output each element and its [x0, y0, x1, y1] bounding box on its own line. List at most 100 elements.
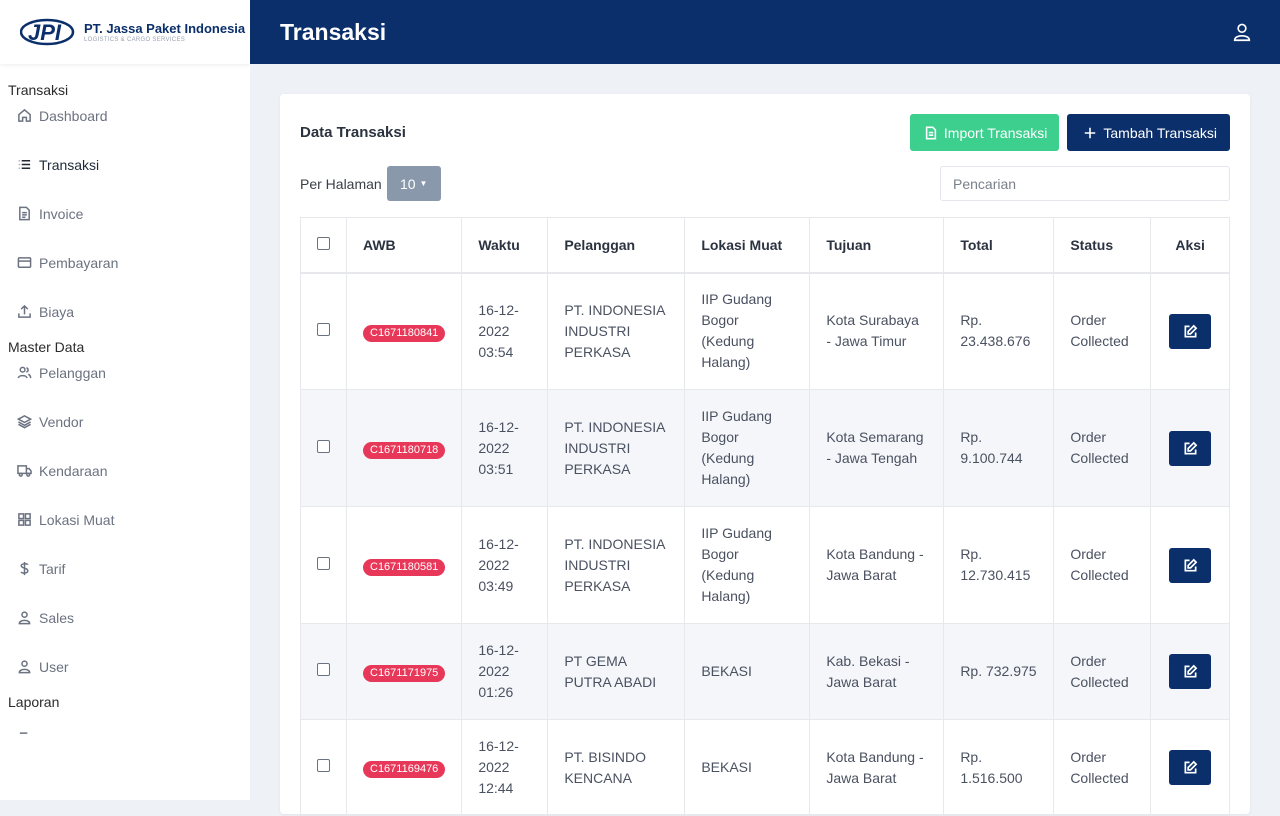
awb-badge[interactable]: C1671180581	[363, 558, 446, 576]
edit-button[interactable]	[1169, 547, 1212, 583]
sidebar-item-pembayaran[interactable]: Pembayaran	[0, 238, 250, 287]
awb-cell: C1671180581	[345, 506, 463, 624]
sidebar-item-label: Invoice	[39, 205, 84, 222]
status-cell: Order Collected	[1053, 272, 1152, 390]
waktu-cell: 16-12-2022 12:44	[461, 719, 549, 816]
sidebar-item-kendaraan[interactable]: Kendaraan	[0, 446, 250, 495]
pelanggan-cell: PT. INDONESIA INDUSTRI PERKASA	[547, 389, 686, 507]
sidebar-item-vendor[interactable]: Vendor	[0, 397, 250, 446]
aksi-cell	[1150, 719, 1230, 816]
list-icon	[16, 157, 32, 173]
status-cell: Order Collected	[1053, 623, 1152, 720]
awb-cell: C1671180718	[345, 389, 463, 507]
user-menu-button[interactable]	[1230, 20, 1254, 44]
aksi-cell	[1150, 272, 1230, 390]
brand-tagline: LOGISTICS & CARGO SERVICES	[84, 37, 186, 43]
sidebar-item-user[interactable]: User	[0, 642, 250, 691]
sidebar-item-pelanggan[interactable]: Pelanggan	[0, 348, 250, 397]
aksi-cell	[1150, 389, 1230, 507]
col-pelanggan[interactable]: Pelanggan	[547, 217, 686, 274]
import-transaksi-button[interactable]: Import Transaksi	[909, 114, 1060, 151]
col-lokasi-muat[interactable]: Lokasi Muat	[684, 217, 811, 274]
layers-icon	[16, 414, 32, 430]
col-total[interactable]: Total	[943, 217, 1055, 274]
edit-icon	[1184, 760, 1197, 774]
user-icon	[16, 659, 32, 675]
users-icon	[16, 365, 32, 381]
lokasi-cell: IIP Gudang Bogor (Kedung Halang)	[684, 389, 811, 507]
row-checkbox[interactable]	[317, 556, 330, 570]
sidebar-item-label: Pelanggan	[39, 364, 106, 381]
sidebar-item-label: Pembayaran	[39, 254, 119, 271]
row-checkbox[interactable]	[317, 663, 330, 676]
aksi-cell	[1150, 623, 1230, 720]
table-row: C1671180718 16-12-2022 03:51 PT. INDONES…	[300, 389, 1230, 507]
per-page-select[interactable]: 10 ▼	[386, 166, 441, 201]
card-title: Data Transaksi	[300, 124, 406, 141]
total-cell: Rp. 9.100.744	[943, 389, 1055, 507]
per-page-value: 10	[399, 175, 416, 192]
table-row: C1671180581 16-12-2022 03:49 PT. INDONES…	[300, 506, 1230, 624]
row-checkbox[interactable]	[317, 439, 330, 453]
row-checkbox[interactable]	[317, 759, 330, 772]
edit-button[interactable]	[1169, 313, 1212, 349]
awb-cell: C1671171975	[345, 623, 463, 720]
brand-name: PT. Jassa Paket Indonesia	[84, 21, 246, 36]
sidebar-item-sales[interactable]: Sales	[0, 593, 250, 642]
tambah-transaksi-button[interactable]: Tambah Transaksi	[1067, 114, 1230, 151]
awb-cell: C1671180841	[345, 272, 463, 390]
sidebar-item-label: Kendaraan	[39, 462, 108, 479]
col-status[interactable]: Status	[1053, 217, 1152, 274]
tujuan-cell: Kota Bandung - Jawa Barat	[809, 506, 945, 624]
plus-icon	[1085, 127, 1096, 138]
total-cell: Rp. 12.730.415	[943, 506, 1055, 624]
sidebar-item-biaya[interactable]: Biaya	[0, 287, 250, 336]
select-all-checkbox[interactable]	[317, 236, 330, 250]
awb-badge[interactable]: C1671171975	[363, 665, 446, 682]
sidebar-item-dashboard[interactable]: Dashboard	[0, 91, 250, 140]
edit-button[interactable]	[1169, 654, 1212, 689]
jpi-logo: JPI	[20, 18, 75, 46]
lokasi-cell: BEKASI	[684, 623, 811, 720]
sidebar-item-tarif[interactable]: Tarif	[0, 544, 250, 593]
edit-button[interactable]	[1169, 430, 1212, 466]
sidebar-item-laporan-partial[interactable]	[0, 703, 250, 752]
transaksi-card: Data Transaksi Import Transaksi Tambah T…	[280, 94, 1250, 816]
add-label: Tambah Transaksi	[1103, 124, 1217, 141]
sidebar-item-invoice[interactable]: Invoice	[0, 189, 250, 238]
pelanggan-cell: PT GEMA PUTRA ABADI	[547, 623, 686, 720]
tujuan-cell: Kab. Bekasi - Jawa Barat	[809, 623, 945, 720]
status-cell: Order Collected	[1053, 506, 1152, 624]
caret-down-icon: ▼	[419, 179, 428, 188]
row-checkbox[interactable]	[317, 322, 330, 336]
sidebar-item-label: User	[39, 658, 69, 675]
transaksi-table: AWB Waktu Pelanggan Lokasi Muat Tujuan T…	[300, 217, 1230, 816]
brand[interactable]: JPI PT. Jassa Paket Indonesia LOGISTICS …	[0, 0, 250, 64]
card-icon	[16, 255, 32, 271]
search-input[interactable]	[940, 166, 1230, 201]
awb-badge[interactable]: C1671169476	[363, 761, 446, 778]
awb-badge[interactable]: C1671180841	[363, 324, 446, 342]
file-icon	[925, 126, 937, 139]
row-checkbox-cell	[300, 719, 347, 816]
svg-text:JPI: JPI	[28, 20, 62, 45]
nav-section-laporan: Laporan	[8, 694, 60, 710]
edit-icon	[1184, 664, 1197, 678]
col-waktu[interactable]: Waktu	[461, 217, 549, 274]
sidebar-item-label: Lokasi Muat	[39, 511, 115, 528]
pelanggan-cell: PT. INDONESIA INDUSTRI PERKASA	[547, 272, 686, 390]
row-checkbox-cell	[300, 623, 347, 720]
edit-icon	[1184, 324, 1197, 338]
page-title: Transaksi	[280, 18, 387, 45]
col-aksi: Aksi	[1150, 217, 1230, 274]
edit-icon	[1184, 441, 1197, 454]
sidebar-item-transaksi[interactable]: Transaksi	[0, 140, 250, 189]
sidebar-item-label: Biaya	[39, 303, 75, 320]
awb-badge[interactable]: C1671180718	[363, 441, 446, 459]
col-awb[interactable]: AWB	[345, 217, 463, 274]
sidebar-item-label: Vendor	[39, 413, 84, 430]
waktu-cell: 16-12-2022 01:26	[461, 623, 549, 720]
col-tujuan[interactable]: Tujuan	[809, 217, 945, 274]
sidebar-item-lokasi-muat[interactable]: Lokasi Muat	[0, 495, 250, 544]
edit-button[interactable]	[1169, 750, 1212, 785]
